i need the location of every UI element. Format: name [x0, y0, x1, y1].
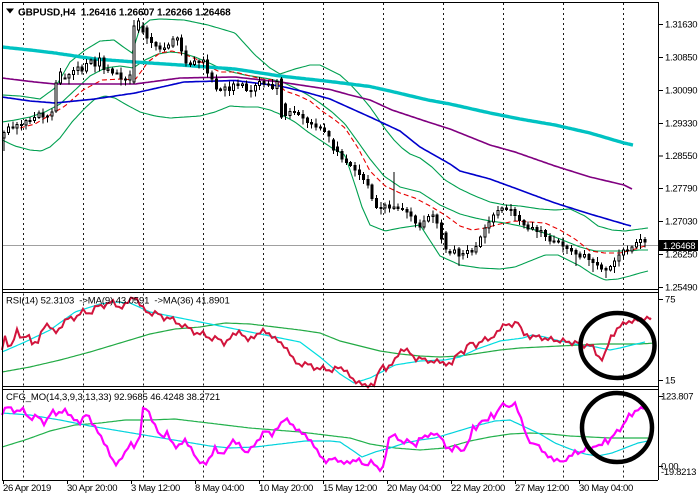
svg-text:1.30090: 1.30090 — [665, 86, 697, 97]
svg-text:1.29330: 1.29330 — [665, 119, 697, 130]
svg-text:1.30850: 1.30850 — [665, 53, 697, 64]
svg-text:1.27030: 1.27030 — [665, 217, 697, 228]
svg-text:GBPUSD,H4 1.26416 1.26607 1.2: GBPUSD,H4 1.26416 1.26607 1.26266 1.2646… — [18, 8, 231, 19]
svg-text:1.27790: 1.27790 — [665, 184, 697, 195]
svg-text:30 Apr 20:00: 30 Apr 20:00 — [67, 483, 117, 494]
svg-text:1.26468: 1.26468 — [663, 241, 695, 252]
svg-text:30 May 04:00: 30 May 04:00 — [579, 483, 633, 494]
svg-text:1.26250: 1.26250 — [665, 250, 697, 261]
svg-text:27 May 12:00: 27 May 12:00 — [515, 483, 569, 494]
svg-text:CFG_MO(14,3,9,3,13,33) 92.9685: CFG_MO(14,3,9,3,13,33) 92.9685 46.4248 3… — [6, 392, 220, 403]
svg-text:26 Apr 2019: 26 Apr 2019 — [3, 483, 51, 494]
svg-text:1.25490: 1.25490 — [665, 283, 697, 294]
svg-text:-19.8213: -19.8213 — [661, 467, 696, 478]
svg-text:22 May 20:00: 22 May 20:00 — [451, 483, 505, 494]
svg-text:123.807: 123.807 — [661, 392, 693, 403]
svg-text:0.00: 0.00 — [661, 462, 678, 473]
svg-text:15: 15 — [665, 376, 676, 387]
svg-text:10 May 20:00: 10 May 20:00 — [259, 483, 313, 494]
svg-text:15 May 12:00: 15 May 12:00 — [323, 483, 377, 494]
svg-text:RSI(14) 52.3103 ->MA(9) 43.05: RSI(14) 52.3103 ->MA(9) 43.0591 ->MA(36)… — [6, 296, 230, 307]
svg-text:8 May 04:00: 8 May 04:00 — [195, 483, 244, 494]
svg-text:1.28550: 1.28550 — [665, 151, 697, 162]
svg-text:75: 75 — [665, 295, 676, 306]
svg-text:3 May 12:00: 3 May 12:00 — [131, 483, 180, 494]
svg-text:20 May 04:00: 20 May 04:00 — [387, 483, 441, 494]
svg-text:1.31630: 1.31630 — [665, 20, 697, 31]
